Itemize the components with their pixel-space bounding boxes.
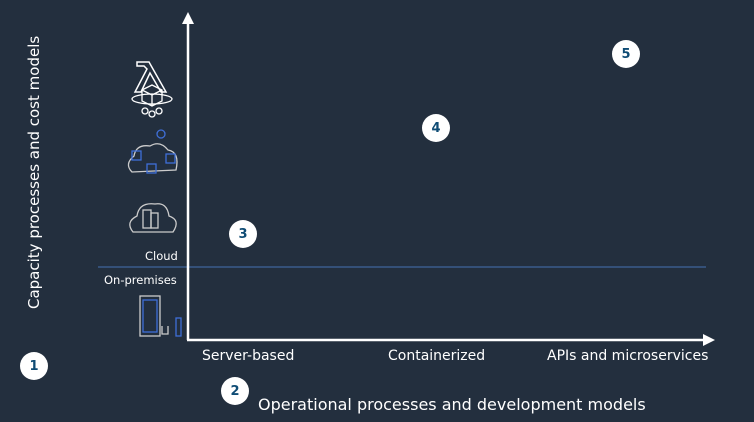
zone-on-premises-label: On-premises — [104, 273, 177, 287]
badge-1: 1 — [20, 352, 48, 380]
y-axis-arrow — [182, 12, 194, 24]
cloud-server-icon — [129, 203, 177, 233]
lambda-icon — [133, 61, 168, 93]
container-service-icon — [131, 84, 173, 118]
y-axis-label: Capacity processes and cost models — [25, 35, 43, 309]
badge-3: 3 — [229, 220, 257, 248]
zone-cloud-label: Cloud — [145, 249, 178, 263]
x-category-server-based: Server-based — [202, 348, 295, 364]
cloud-containers-icon — [127, 129, 178, 174]
x-category-containerized: Containerized — [388, 348, 486, 364]
x-axis-label: Operational processes and development mo… — [258, 395, 646, 414]
on-premises-server-icon — [139, 295, 182, 337]
x-category-apis-microservices: APIs and microservices — [547, 348, 709, 364]
x-axis-arrow — [703, 334, 715, 346]
badge-5: 5 — [612, 40, 640, 68]
badge-4: 4 — [422, 114, 450, 142]
badge-2: 2 — [221, 377, 249, 405]
